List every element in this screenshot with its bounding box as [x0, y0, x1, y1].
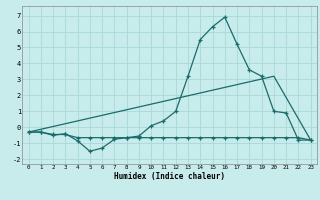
X-axis label: Humidex (Indice chaleur): Humidex (Indice chaleur): [114, 172, 225, 181]
